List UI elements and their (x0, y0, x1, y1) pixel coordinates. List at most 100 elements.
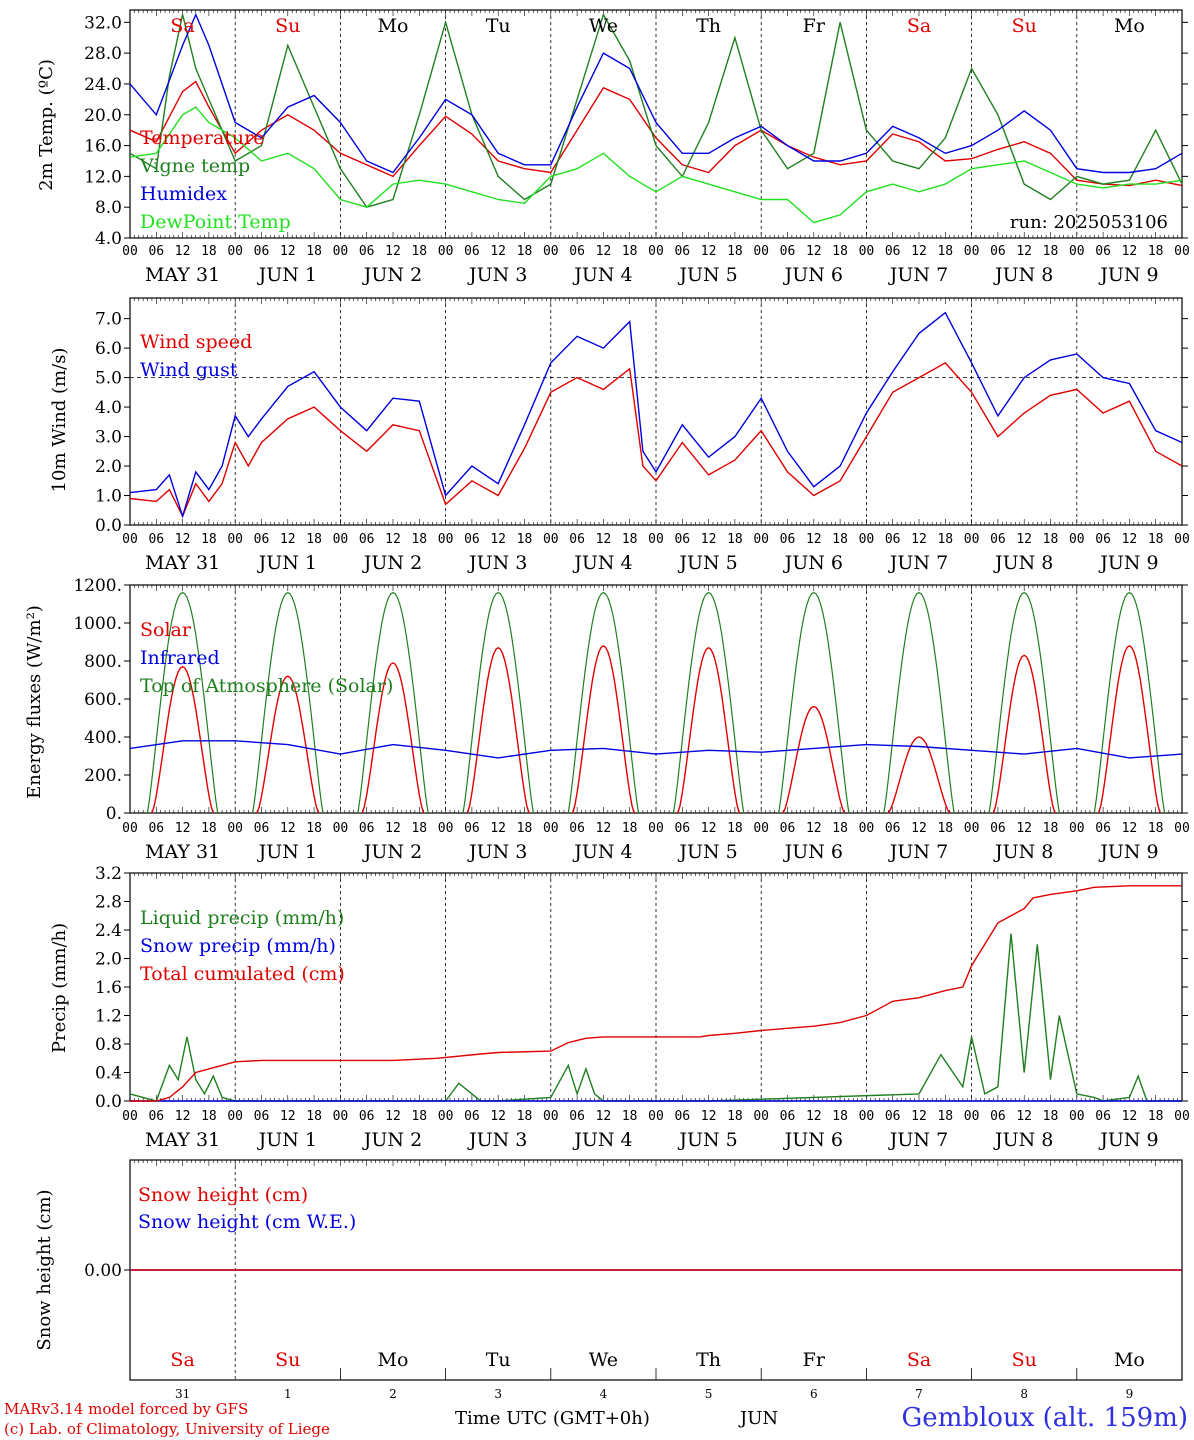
hour-label: 06 (885, 244, 901, 259)
hour-label: 00 (333, 244, 349, 259)
hour-label: 18 (937, 1109, 953, 1124)
day-number: 4 (600, 1387, 608, 1401)
hour-label: 12 (911, 1109, 927, 1124)
day-number: 1 (284, 1387, 292, 1401)
legend-total-cumulated: Total cumulated (cm) (140, 963, 345, 985)
hour-label: 18 (201, 1109, 217, 1124)
day-name: Mo (1114, 15, 1145, 37)
hour-label: 18 (832, 1109, 848, 1124)
day-name: Su (275, 15, 300, 37)
day-name: Th (696, 1349, 721, 1371)
date-label: JUN 5 (677, 841, 737, 863)
y-tick-label: 1.0 (95, 487, 122, 507)
y-tick-label: 8.0 (95, 198, 122, 218)
date-label: JUN 8 (993, 264, 1053, 286)
toa-solar-line (567, 591, 640, 814)
hour-label: 18 (411, 532, 427, 547)
hour-label: 18 (1043, 1109, 1059, 1124)
date-label: JUN 3 (467, 264, 527, 286)
ylabel-temperature: 2m Temp. (ºC) (36, 59, 57, 191)
station-label: Gembloux (alt. 159m) (902, 1403, 1188, 1433)
solar-line (361, 662, 425, 814)
hour-label: 00 (227, 532, 243, 547)
y-tick-label: 2.4 (95, 921, 122, 941)
hour-label: 00 (227, 1109, 243, 1124)
legend-temperature: Temperature (140, 127, 264, 149)
hour-label: 06 (359, 244, 375, 259)
snow-panel: 0.00 31 1 2 3 4 5 6 7 8 9 (84, 1159, 1183, 1401)
ylabel-precip: Precip (mm/h) (49, 923, 70, 1053)
hour-label: 00 (859, 821, 875, 836)
hour-label: 06 (674, 1109, 690, 1124)
hour-label: 12 (1122, 244, 1138, 259)
hour-label: 18 (306, 821, 322, 836)
wind-panel: 00 06 12 18 00 06 12 18 00 06 12 18 00 06 12 18 00 06 12 18… (95, 297, 1190, 574)
y-tick-label: 6.0 (95, 339, 122, 359)
date-label: MAY 31 (145, 552, 220, 574)
hour-label: 00 (648, 1109, 664, 1124)
day-name: We (589, 1349, 618, 1371)
legend-liquid-precip: Liquid precip (mm/h) (140, 907, 344, 929)
hour-label: 18 (727, 1109, 743, 1124)
hour-label: 18 (727, 532, 743, 547)
date-label: MAY 31 (145, 1129, 220, 1151)
hour-label: 00 (438, 532, 454, 547)
toa-solar-line (252, 591, 324, 814)
hour-label: 00 (333, 1109, 349, 1124)
solar-line (677, 646, 740, 814)
hour-label: 06 (990, 244, 1006, 259)
date-label: JUN 4 (572, 264, 632, 286)
hour-label: 18 (306, 1109, 322, 1124)
y-tick-label: 0. (106, 804, 122, 824)
day-number: 9 (1126, 1387, 1134, 1401)
date-label: JUN 8 (993, 552, 1053, 574)
y-tick-label: 4.0 (95, 398, 122, 418)
y-tick-label: 4.0 (95, 229, 122, 249)
hour-label: 00 (648, 532, 664, 547)
hour-label: 06 (1095, 532, 1111, 547)
hour-label: 12 (490, 532, 506, 547)
hour-label: 18 (937, 532, 953, 547)
date-label: JUN 6 (783, 264, 843, 286)
hour-label: 12 (701, 821, 717, 836)
date-label: JUN 7 (888, 552, 948, 574)
hour-label: 06 (674, 244, 690, 259)
date-label: JUN 8 (993, 1129, 1053, 1151)
run-label: run: 2025053106 (1010, 212, 1168, 233)
y-tick-label: 3.0 (95, 428, 122, 448)
hour-label: 12 (911, 244, 927, 259)
day-number: 5 (705, 1387, 713, 1401)
hour-label: 06 (254, 1109, 270, 1124)
hour-label: 00 (648, 821, 664, 836)
hour-label: 00 (333, 821, 349, 836)
hour-label: 12 (1016, 244, 1032, 259)
hour-label: 00 (1069, 821, 1085, 836)
hour-label: 06 (780, 821, 796, 836)
day-name: Tu (486, 15, 511, 37)
hour-label: 12 (701, 1109, 717, 1124)
hour-label: 18 (727, 821, 743, 836)
date-label: MAY 31 (145, 841, 220, 863)
y-tick-label: 7.0 (95, 310, 122, 330)
solar-line (151, 665, 214, 814)
hour-label: 12 (280, 821, 296, 836)
hour-label: 00 (1174, 532, 1190, 547)
hour-label: 12 (1122, 532, 1138, 547)
hour-label: 00 (1174, 1109, 1190, 1124)
hour-label: 12 (280, 244, 296, 259)
date-label: JUN 7 (888, 1129, 948, 1151)
energy-panel: 00 06 12 18 00 06 12 18 00 06 12 18 00 06 12 18 00 06 12 18… (73, 576, 1190, 863)
hour-label: 06 (359, 532, 375, 547)
date-label: JUN 9 (1098, 841, 1158, 863)
day-name: Sa (907, 15, 931, 37)
hour-label: 00 (964, 821, 980, 836)
hour-label: 12 (385, 244, 401, 259)
solar-line (782, 705, 846, 814)
date-label: JUN 9 (1098, 552, 1158, 574)
toa-solar-line (778, 591, 850, 814)
hour-label: 00 (122, 821, 138, 836)
date-label: MAY 31 (145, 264, 220, 286)
hour-label: 12 (385, 532, 401, 547)
hour-label: 12 (806, 532, 822, 547)
day-number: 8 (1020, 1387, 1028, 1401)
